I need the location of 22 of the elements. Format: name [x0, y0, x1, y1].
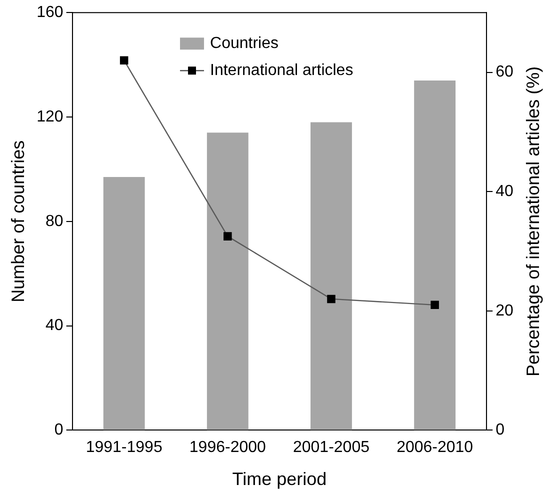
legend-label: International articles — [210, 62, 354, 80]
y2-tick-label: 40 — [496, 182, 514, 200]
y-axis-title: Number of countries — [8, 140, 28, 302]
y2-axis-title: Percentage of international articles (%) — [522, 66, 543, 376]
x-tick-label: 2001-2005 — [292, 439, 370, 456]
point — [430, 300, 439, 310]
y2-tick-label: 0 — [496, 422, 505, 439]
point — [120, 56, 128, 64]
y-tick-label: 160 — [36, 4, 64, 22]
y-tick-label: 40 — [46, 317, 64, 334]
point — [327, 294, 336, 304]
legend-label: Countries — [210, 35, 278, 52]
y2-tick-label: 60 — [496, 64, 514, 81]
y-tick-label: 120 — [36, 108, 64, 126]
y2-tick-label: 20 — [496, 302, 514, 320]
x-tick-label: 2006-2010 — [396, 439, 474, 456]
y-tick-label: 80 — [46, 212, 64, 230]
x-tick-label: 1991-1995 — [86, 439, 162, 456]
y-tick-label: 0 — [54, 422, 64, 439]
x-tick-label: 1996-2000 — [189, 439, 266, 456]
point — [224, 232, 232, 240]
x-axis-title: Time period — [232, 469, 327, 490]
